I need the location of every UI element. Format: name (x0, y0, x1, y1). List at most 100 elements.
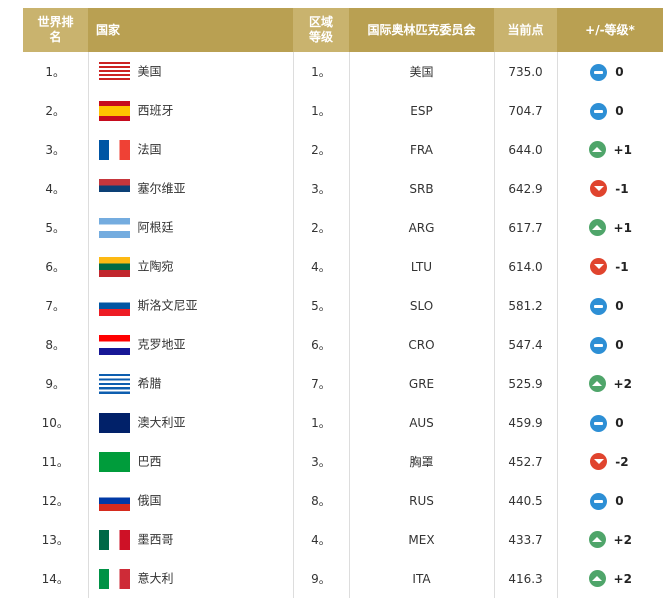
header-change[interactable]: +/-等级* (557, 8, 663, 52)
header-country[interactable]: 国家 (88, 8, 293, 52)
country-cell: 克罗地亚 (87, 325, 293, 364)
country-name[interactable]: 希腊 (137, 376, 162, 390)
change-cell: 0 (556, 403, 663, 442)
region-rank: 4。 (292, 520, 349, 559)
country-name[interactable]: 美国 (137, 64, 162, 78)
flag-cro-icon (98, 334, 130, 355)
change-value: 0 (615, 299, 624, 313)
minus-icon (590, 297, 608, 315)
change-cell: +2 (556, 364, 663, 403)
change-value: +1 (613, 220, 632, 235)
rank: 9。 (45, 377, 66, 391)
table-row: 14。 意大利 9。 ITA 416.3 +2 (23, 559, 663, 598)
change-cell: 0 (556, 481, 663, 520)
header-rank[interactable]: 世界排名 (23, 8, 88, 52)
change-cell: +1 (556, 130, 663, 169)
country-name[interactable]: 西班牙 (137, 103, 174, 117)
arrow-down-icon (590, 180, 608, 197)
header-region[interactable]: 区域等级 (293, 8, 349, 52)
country-cell: 西班牙 (87, 91, 293, 130)
region-rank: 9。 (292, 559, 349, 598)
country-name[interactable]: 俄国 (137, 493, 162, 507)
change-cell: -2 (556, 442, 663, 481)
region-rank: 2。 (292, 130, 349, 169)
rank: 2。 (45, 104, 66, 118)
header-ioc[interactable]: 国际奥林匹克委员会 (349, 8, 494, 52)
arrow-up-icon (588, 219, 606, 236)
ioc-code: ARG (348, 208, 494, 247)
table-row: 11。 巴西 3。 胸罩 452.7 -2 (23, 442, 663, 481)
minus-icon (590, 63, 608, 81)
change-cell: 0 (556, 91, 663, 130)
rank: 6。 (45, 260, 66, 274)
table-row: 9。 希腊 7。 GRE 525.9 +2 (23, 364, 663, 403)
points: 642.9 (493, 169, 557, 208)
country-cell: 立陶宛 (87, 247, 293, 286)
change-value: 0 (615, 338, 624, 352)
flag-ita-icon (98, 568, 130, 589)
rank: 8。 (45, 338, 66, 352)
points: 644.0 (493, 130, 557, 169)
region-rank: 1。 (292, 403, 349, 442)
country-name[interactable]: 阿根廷 (137, 220, 174, 234)
country-name[interactable]: 立陶宛 (137, 259, 174, 273)
flag-slo-icon (98, 295, 130, 316)
table-row: 10。 澳大利亚 1。 AUS 459.9 0 (23, 403, 663, 442)
country-cell: 澳大利亚 (87, 403, 293, 442)
flag-mex-icon (98, 529, 130, 550)
flag-esp-icon (98, 100, 130, 121)
change-cell: +2 (556, 559, 663, 598)
country-name[interactable]: 斯洛文尼亚 (137, 298, 198, 312)
country-name[interactable]: 塞尔维亚 (137, 181, 186, 195)
points: 617.7 (493, 208, 557, 247)
country-name[interactable]: 克罗地亚 (137, 337, 186, 351)
country-name[interactable]: 法国 (137, 142, 162, 156)
change-cell: 0 (556, 325, 663, 364)
ioc-code: MEX (348, 520, 494, 559)
region-rank: 4。 (292, 247, 349, 286)
table-row: 8。 克罗地亚 6。 CRO 547.4 0 (23, 325, 663, 364)
points: 735.0 (493, 52, 557, 91)
change-cell: -1 (556, 247, 663, 286)
points: 433.7 (493, 520, 557, 559)
flag-usa-icon (98, 61, 130, 82)
ioc-code: GRE (348, 364, 494, 403)
change-value: +2 (613, 532, 632, 547)
change-cell: -1 (556, 169, 663, 208)
header-points[interactable]: 当前点 (494, 8, 557, 52)
rank: 12。 (41, 494, 69, 508)
ioc-code: RUS (348, 481, 494, 520)
minus-icon (590, 414, 608, 432)
ioc-code: AUS (348, 403, 494, 442)
ioc-code: LTU (348, 247, 494, 286)
table-row: 6。 立陶宛 4。 LTU 614.0 -1 (23, 247, 663, 286)
change-value: 0 (615, 494, 624, 508)
rank: 3。 (45, 143, 66, 157)
country-name[interactable]: 意大利 (137, 571, 174, 585)
table-row: 4。 塞尔维亚 3。 SRB 642.9 -1 (23, 169, 663, 208)
table-row: 12。 俄国 8。 RUS 440.5 0 (23, 481, 663, 520)
country-name[interactable]: 巴西 (137, 454, 162, 468)
rank: 11。 (41, 455, 69, 469)
flag-fra-icon (98, 139, 130, 160)
country-cell: 意大利 (87, 559, 293, 598)
change-cell: +2 (556, 520, 663, 559)
rank: 1。 (45, 65, 66, 79)
country-cell: 塞尔维亚 (87, 169, 293, 208)
country-name[interactable]: 澳大利亚 (137, 415, 186, 429)
country-cell: 斯洛文尼亚 (87, 286, 293, 325)
points: 704.7 (493, 91, 557, 130)
region-rank: 1。 (292, 52, 349, 91)
points: 525.9 (493, 364, 557, 403)
region-rank: 3。 (292, 442, 349, 481)
region-rank: 8。 (292, 481, 349, 520)
ioc-code: 胸罩 (348, 442, 494, 481)
country-name[interactable]: 墨西哥 (137, 532, 174, 546)
country-cell: 俄国 (87, 481, 293, 520)
region-rank: 7。 (292, 364, 349, 403)
minus-icon (590, 102, 608, 120)
header-row: 世界排名 国家 区域等级 国际奥林匹克委员会 当前点 +/-等级* (23, 8, 663, 52)
change-value: +2 (613, 376, 632, 391)
change-cell: 0 (556, 286, 663, 325)
change-cell: 0 (556, 52, 663, 91)
